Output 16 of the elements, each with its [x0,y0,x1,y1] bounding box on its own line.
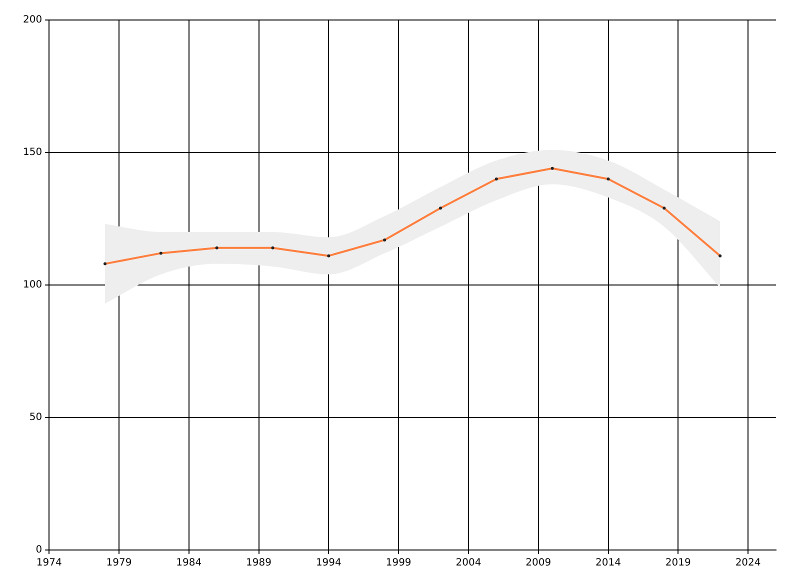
x-tick-label: 2004 [456,558,482,569]
x-tick-label: 2024 [735,558,761,569]
x-tick-label: 2019 [665,558,691,569]
x-tick-label: 1989 [246,558,272,569]
x-tick-label: 1979 [106,558,132,569]
y-tick-label: 150 [22,147,42,158]
y-tick-label: 50 [29,412,42,424]
x-tick-label: 1999 [386,558,412,569]
x-tick-label: 2014 [596,558,621,569]
y-tick-label: 100 [22,280,42,291]
y-tick-label: 200 [22,14,42,26]
x-tick-label: 1974 [36,558,62,569]
x-tick-label: 2009 [526,558,552,569]
x-tick-label: 1994 [316,558,342,569]
y-tick-label: 0 [36,544,42,556]
x-tick-label: 1984 [176,558,202,569]
